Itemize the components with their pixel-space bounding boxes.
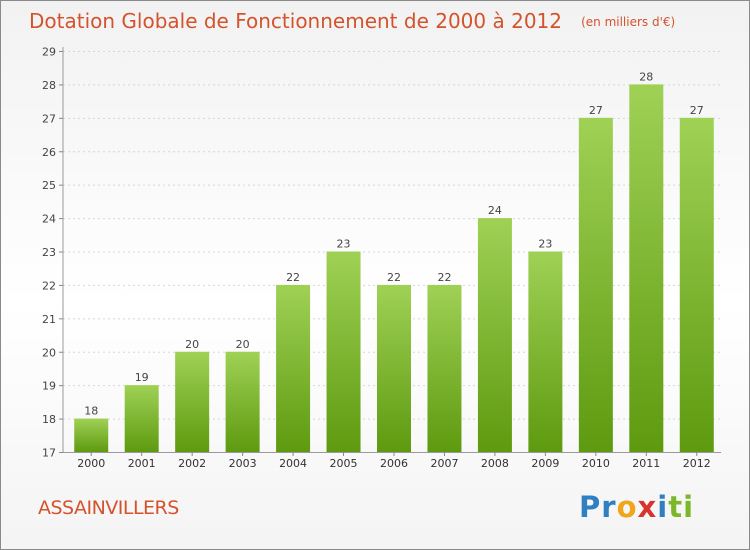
logo-letter: r <box>601 490 617 524</box>
logo-letter: o <box>616 490 638 524</box>
bar <box>74 418 109 452</box>
y-tick-label: 28 <box>42 79 56 92</box>
x-tick-label: 2012 <box>683 457 711 470</box>
logo-letter: t <box>668 490 684 524</box>
bars: 18 19 20 20 22 23 22 22 24 23 27 28 27 <box>74 70 714 453</box>
unit-note: (en milliers d'€) <box>581 15 676 29</box>
y-axis: 17 18 19 20 21 22 23 24 25 26 27 28 29 <box>42 46 64 460</box>
commune-name: ASSAINVILLERS <box>38 497 179 519</box>
bar-value-label: 22 <box>286 271 300 284</box>
logo-letter: x <box>637 490 658 524</box>
bar <box>528 251 563 452</box>
x-tick-label: 2010 <box>582 457 610 470</box>
logo-letter: i <box>683 490 695 524</box>
bar <box>578 117 613 452</box>
bar <box>679 117 714 452</box>
bar-value-label: 23 <box>538 238 552 251</box>
logo-letter: P <box>579 490 602 524</box>
x-tick-label: 2011 <box>632 457 660 470</box>
chart-title: Dotation Globale de Fonctionnement de 20… <box>29 9 675 33</box>
bar <box>427 284 462 452</box>
bar-value-label: 22 <box>437 271 451 284</box>
x-tick-label: 2005 <box>330 457 358 470</box>
y-tick-label: 17 <box>42 447 56 460</box>
y-tick-label: 27 <box>42 112 56 125</box>
x-tick-label: 2000 <box>77 457 105 470</box>
bar-value-label: 22 <box>387 271 401 284</box>
bar-value-label: 28 <box>639 70 653 83</box>
proxiti-logo[interactable]: Proxiti <box>579 490 694 524</box>
y-tick-label: 23 <box>42 246 56 259</box>
x-tick-label: 2001 <box>128 457 156 470</box>
y-tick-label: 20 <box>42 346 56 359</box>
logo-letter: i <box>657 490 669 524</box>
x-axis: 2000 2001 2002 2003 2004 2005 2006 2007 2008 2009… <box>63 452 721 470</box>
bar <box>276 284 311 452</box>
bar-value-label: 20 <box>185 338 199 351</box>
x-tick-label: 2008 <box>481 457 509 470</box>
y-tick-label: 21 <box>42 313 56 326</box>
bar-value-label: 27 <box>690 104 704 117</box>
y-tick-label: 19 <box>42 380 56 393</box>
y-tick-label: 24 <box>42 213 56 226</box>
y-tick-label: 26 <box>42 146 56 159</box>
y-tick-label: 18 <box>42 413 56 426</box>
bar <box>175 351 210 452</box>
x-tick-label: 2009 <box>531 457 559 470</box>
x-tick-label: 2002 <box>178 457 206 470</box>
bar <box>225 351 260 452</box>
bar <box>629 84 664 453</box>
bar <box>326 251 361 452</box>
x-tick-label: 2004 <box>279 457 307 470</box>
bar-value-label: 23 <box>337 238 351 251</box>
bar-value-label: 24 <box>488 204 502 217</box>
bar-value-label: 18 <box>84 405 98 418</box>
bar-value-label: 27 <box>589 104 603 117</box>
bar <box>124 385 159 452</box>
y-tick-label: 22 <box>42 279 56 292</box>
bar <box>377 284 411 452</box>
x-tick-label: 2006 <box>380 457 408 470</box>
y-tick-label: 29 <box>42 46 56 59</box>
bar-value-label: 20 <box>236 338 250 351</box>
bar <box>477 218 512 452</box>
title-text: Dotation Globale de Fonctionnement de 20… <box>29 9 562 33</box>
bar-value-label: 19 <box>135 371 149 384</box>
y-tick-label: 25 <box>42 179 56 192</box>
x-tick-label: 2007 <box>430 457 458 470</box>
x-tick-label: 2003 <box>229 457 257 470</box>
